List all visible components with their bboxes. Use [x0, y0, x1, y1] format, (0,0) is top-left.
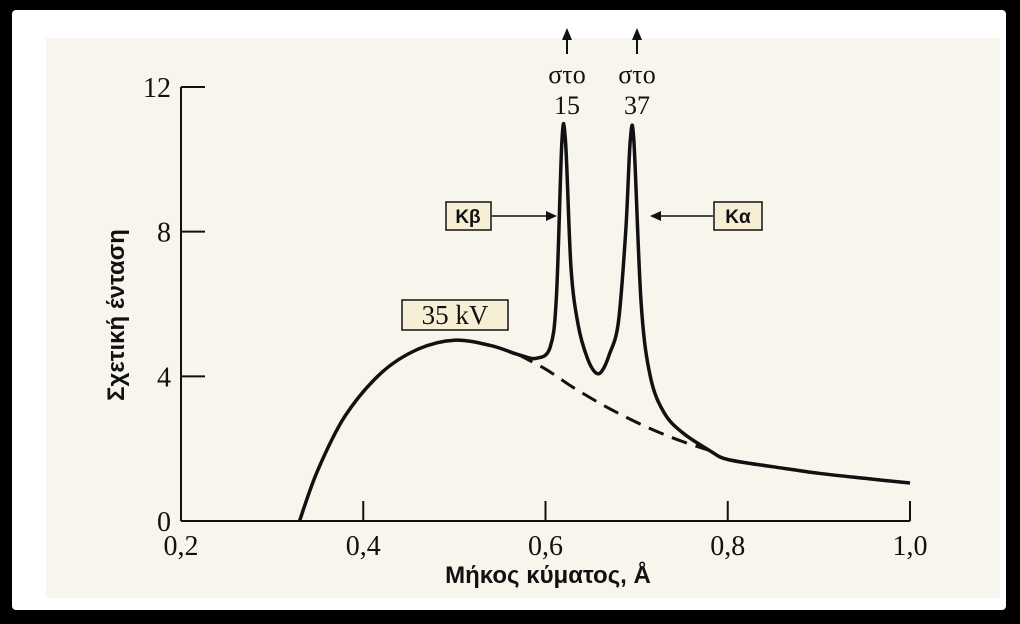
kb-label: Kβ [455, 207, 480, 228]
y-tick-label: 0 [157, 507, 171, 538]
kb-offscale-arrowhead [562, 28, 572, 40]
continuous-spectrum-dashed-line [517, 353, 710, 452]
voltage-label-box [401, 299, 509, 331]
kb-offscale-word: στο [548, 60, 585, 89]
y-axis-title: Σχετική ένταση [103, 229, 130, 401]
x-axis-title: Μήκος κύματος, Å [445, 561, 651, 589]
kb-pointer-arrowhead [546, 211, 557, 221]
ka-offscale-arrowhead [632, 28, 642, 40]
y-tick-label: 12 [143, 73, 171, 104]
kb-label-box [445, 201, 492, 231]
ka-label-box [713, 201, 763, 231]
y-tick-label: 4 [157, 362, 171, 393]
x-tick-label: 0,2 [164, 531, 199, 562]
x-tick-label: 0,6 [528, 531, 563, 562]
x-tick-label: 0,4 [346, 531, 381, 562]
figure-frame [12, 10, 1006, 610]
voltage-label: 35 kV [422, 300, 489, 330]
x-tick-label: 0,8 [710, 531, 745, 562]
y-tick-label: 8 [157, 218, 171, 249]
ka-pointer-arrowhead [650, 211, 661, 221]
x-tick-label: 1,0 [893, 531, 928, 562]
ka-label: Kα [725, 207, 751, 228]
ka-offscale-word: στο [618, 60, 655, 89]
chart-panel [46, 38, 1000, 598]
kb-offscale-value: 15 [554, 91, 580, 120]
ka-offscale-value: 37 [624, 91, 650, 120]
intensity-spectrum-line [297, 121, 911, 522]
